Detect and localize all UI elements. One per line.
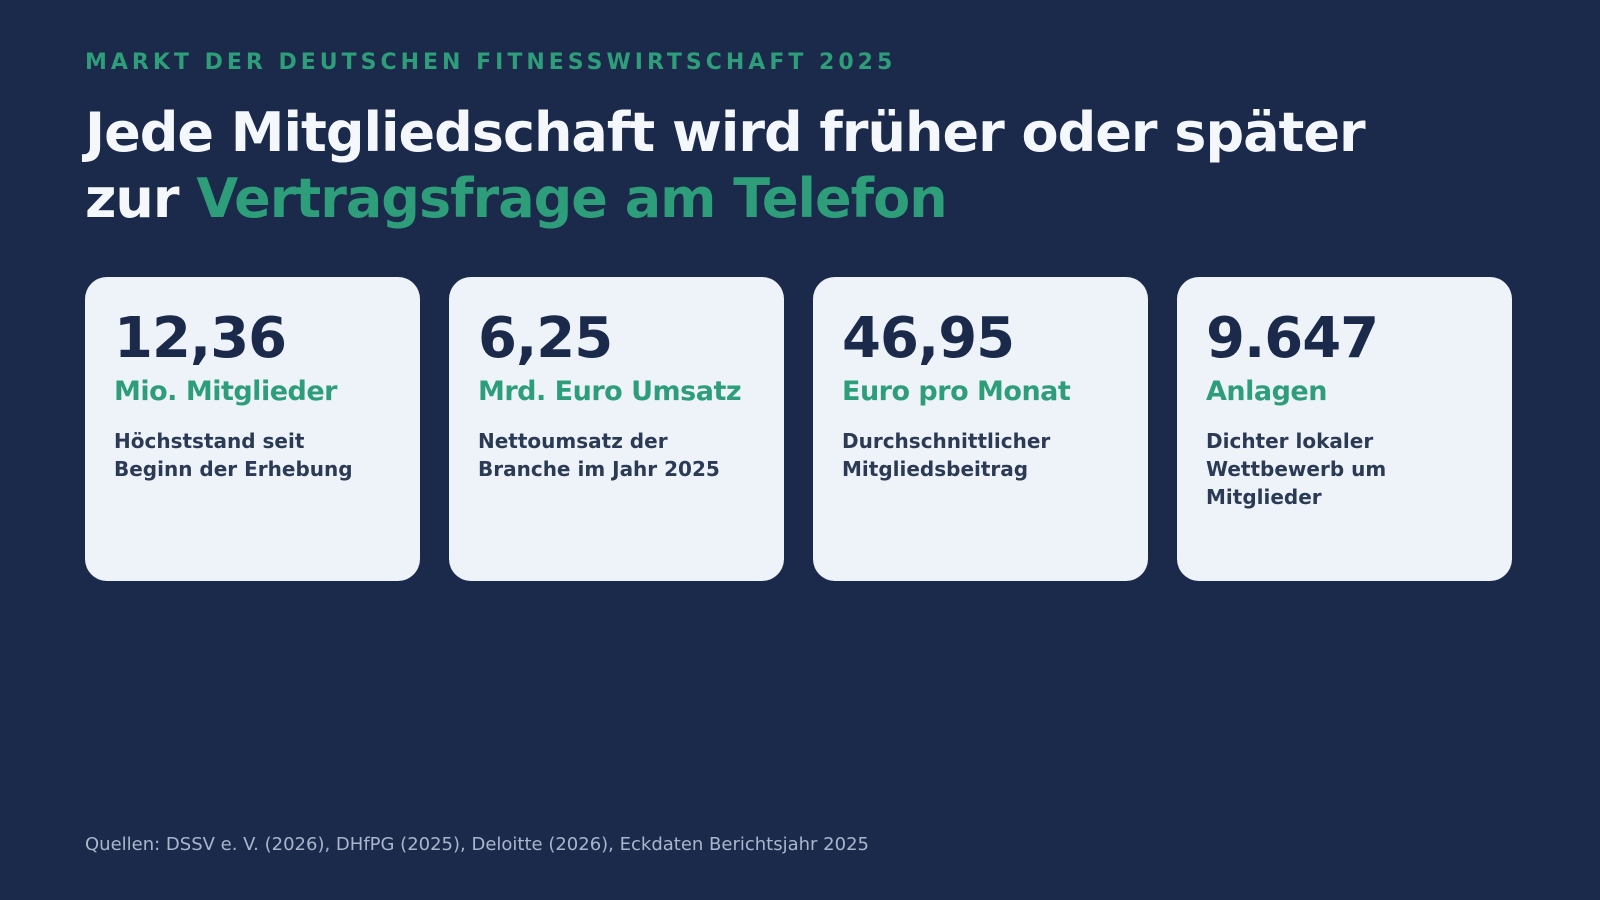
headline-line-2-prefix: zur: [85, 167, 197, 230]
stat-value: 6,25: [478, 306, 613, 371]
stat-card-facilities: 9.647 Anlagen Dichter lokaler Wettbewerb…: [1177, 277, 1512, 581]
headline-line-1: Jede Mitgliedschaft wird früher oder spä…: [85, 101, 1366, 164]
stat-value: 12,36: [114, 306, 287, 371]
stat-unit: Euro pro Monat: [842, 376, 1071, 407]
stats-cards: 12,36 Mio. Mitglieder Höchststand seit B…: [85, 277, 1512, 581]
stat-description: Höchststand seit Beginn der Erhebung: [114, 429, 353, 481]
stat-unit: Mio. Mitglieder: [114, 376, 337, 407]
stat-value: 9.647: [1206, 306, 1379, 371]
stat-card-members: 12,36 Mio. Mitglieder Höchststand seit B…: [85, 277, 420, 581]
stat-description: Nettoumsatz der Branche im Jahr 2025: [478, 429, 720, 481]
stat-card-revenue: 6,25 Mrd. Euro Umsatz Nettoumsatz der Br…: [449, 277, 784, 581]
stat-description: Durchschnittlicher Mitgliedsbeitrag: [842, 429, 1051, 481]
sources-footnote: Quellen: DSSV e. V. (2026), DHfPG (2025)…: [85, 834, 869, 855]
stat-value: 46,95: [842, 306, 1015, 371]
stat-card-fee: 46,95 Euro pro Monat Durchschnittlicher …: [813, 277, 1148, 581]
stat-description: Dichter lokaler Wettbewerb um Mitglieder: [1206, 429, 1387, 509]
page-title: Jede Mitgliedschaft wird früher oder spä…: [85, 100, 1525, 232]
eyebrow-label: MARKT DER DEUTSCHEN FITNESSWIRTSCHAFT 20…: [85, 50, 897, 75]
stat-unit: Mrd. Euro Umsatz: [478, 376, 742, 407]
stat-unit: Anlagen: [1206, 376, 1327, 407]
headline-line-2-accent: Vertragsfrage am Telefon: [196, 167, 947, 230]
